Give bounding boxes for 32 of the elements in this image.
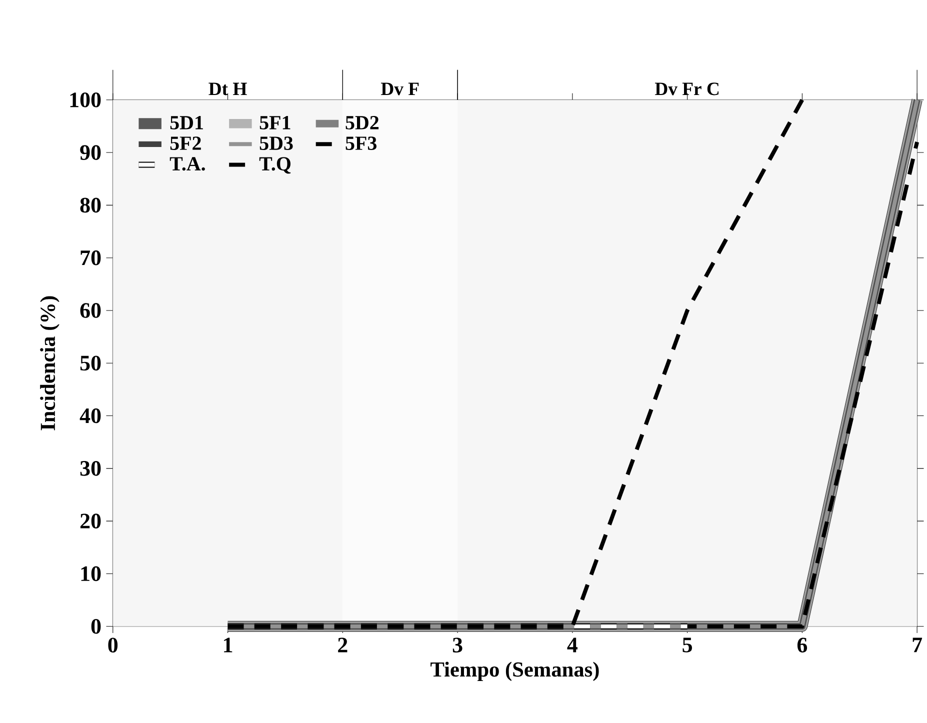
x-tick-label: 4 bbox=[567, 638, 578, 652]
y-tick-label: 80 bbox=[80, 198, 101, 212]
x-tick-label: 6 bbox=[797, 638, 808, 652]
legend-label: T.A. bbox=[170, 157, 205, 171]
y-tick-label: 30 bbox=[80, 460, 101, 476]
x-tick-label: 5 bbox=[682, 638, 692, 652]
x-tick-label: 7 bbox=[912, 638, 922, 652]
y-tick-label: 100 bbox=[70, 92, 101, 108]
x-tick-label: 3 bbox=[452, 638, 462, 652]
y-tick-label: 10 bbox=[81, 566, 101, 581]
y-tick-label: 20 bbox=[80, 514, 101, 528]
y-tick-label: 70 bbox=[80, 250, 101, 266]
legend-label: 5F2 bbox=[170, 136, 201, 150]
legend-label: 5F1 bbox=[260, 116, 290, 130]
y-tick-label: 40 bbox=[80, 408, 101, 424]
band-label: Dv Fr C bbox=[655, 82, 719, 96]
y-tick-label: 90 bbox=[80, 144, 101, 160]
x-axis-title: Tiempo (Semanas) bbox=[430, 662, 599, 681]
band-label: Dv F bbox=[381, 82, 419, 96]
legend-label: T.Q bbox=[259, 157, 291, 174]
legend-label: 5F3 bbox=[346, 136, 376, 150]
x-tick-label: 0 bbox=[108, 638, 118, 652]
y-tick-label: 50 bbox=[80, 356, 101, 370]
y-tick-label: 0 bbox=[91, 618, 101, 634]
y-tick-label: 60 bbox=[80, 302, 101, 318]
x-tick-label: 1 bbox=[224, 638, 232, 652]
legend-label: 5D2 bbox=[346, 116, 379, 130]
x-tick-label: 2 bbox=[338, 638, 348, 652]
legend-label: 5D3 bbox=[260, 136, 293, 150]
y-axis-title: Incidencia (%) bbox=[40, 296, 60, 430]
band-label: Dt H bbox=[208, 82, 247, 96]
legend-label: 5D1 bbox=[170, 116, 203, 130]
